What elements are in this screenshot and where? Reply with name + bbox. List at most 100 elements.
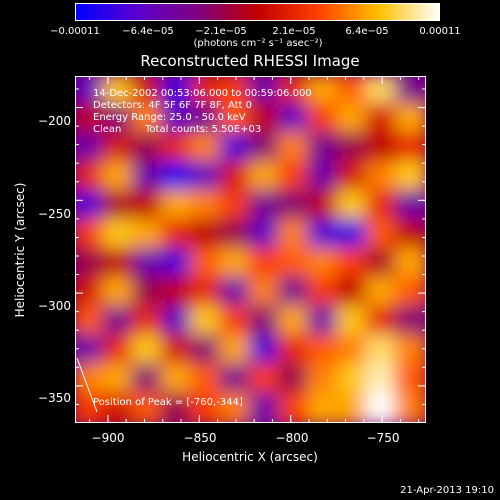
colorbar-tick-label: 2.1e−05 bbox=[272, 26, 315, 37]
heatmap-cell bbox=[307, 76, 340, 107]
heatmap-cell bbox=[190, 305, 223, 338]
x-axis-label: Heliocentric X (arcsec) bbox=[182, 450, 318, 464]
heatmap-cell bbox=[219, 190, 252, 223]
heatmap-cell bbox=[132, 132, 165, 165]
heatmap-cell bbox=[395, 334, 426, 367]
heatmap-cell bbox=[102, 219, 135, 252]
heatmap-cell bbox=[190, 219, 223, 252]
heatmap-cell bbox=[219, 363, 252, 396]
annotation-time-range: 14-Dec-2002 00:53:06.000 to 00:59:06.000 bbox=[93, 88, 312, 99]
annotation-energy-range: Energy Range: 25.0 - 50.0 keV bbox=[93, 112, 246, 123]
heatmap-cell bbox=[278, 392, 311, 423]
heatmap-cell bbox=[307, 276, 340, 309]
heatmap-cell bbox=[102, 248, 135, 281]
heatmap-cell bbox=[278, 103, 311, 136]
heatmap-cell bbox=[366, 305, 399, 338]
heatmap-cell bbox=[190, 248, 223, 281]
heatmap-cell bbox=[249, 248, 282, 281]
heatmap-cell bbox=[307, 363, 340, 396]
heatmap-cell bbox=[132, 190, 165, 223]
heatmap-cell bbox=[307, 103, 340, 136]
heatmap-cell bbox=[278, 276, 311, 309]
x-tick-label: −900 bbox=[92, 431, 125, 445]
heatmap-cell bbox=[278, 363, 311, 396]
heatmap-cell bbox=[366, 161, 399, 194]
heatmap-cell bbox=[190, 276, 223, 309]
heatmap-cell bbox=[366, 248, 399, 281]
heatmap-cell bbox=[219, 219, 252, 252]
heatmap-cell bbox=[249, 392, 282, 423]
heatmap-cell bbox=[395, 219, 426, 252]
heatmap-cell bbox=[219, 132, 252, 165]
heatmap-cell bbox=[219, 276, 252, 309]
heatmap-cell bbox=[75, 190, 106, 223]
heatmap-cell bbox=[307, 392, 340, 423]
heatmap-cell bbox=[249, 219, 282, 252]
heatmap-cell bbox=[366, 219, 399, 252]
heatmap-cell bbox=[219, 334, 252, 367]
heatmap-cell bbox=[307, 161, 340, 194]
heatmap-cell bbox=[249, 132, 282, 165]
heatmap-cell bbox=[336, 103, 369, 136]
colorbar-tick-label: −6.4e−05 bbox=[122, 26, 174, 37]
heatmap-cell bbox=[278, 219, 311, 252]
heatmap-cell bbox=[219, 248, 252, 281]
heatmap-cell bbox=[102, 190, 135, 223]
colorbar-units: (photons cm⁻² s⁻¹ asec⁻²) bbox=[193, 38, 322, 49]
heatmap-cell bbox=[249, 276, 282, 309]
heatmap-cell bbox=[336, 392, 369, 423]
heatmap-cell bbox=[307, 334, 340, 367]
heatmap-cell bbox=[75, 334, 106, 367]
heatmap-cell bbox=[161, 248, 194, 281]
heatmap-cell bbox=[161, 334, 194, 367]
heatmap-cell bbox=[161, 305, 194, 338]
heatmap-cell bbox=[132, 305, 165, 338]
heatmap-cell bbox=[75, 248, 106, 281]
annotation-detectors: Detectors: 4F 5F 6F 7F 8F, Att 0 bbox=[93, 100, 252, 111]
heatmap-cell bbox=[249, 334, 282, 367]
heatmap-cell bbox=[395, 248, 426, 281]
heatmap-cell bbox=[132, 161, 165, 194]
y-axis-label: Heliocentric Y (arcsec) bbox=[13, 183, 27, 318]
heatmap-cell bbox=[366, 132, 399, 165]
heatmap-cell bbox=[75, 132, 106, 165]
heatmap-cell bbox=[75, 305, 106, 338]
heatmap-cell bbox=[102, 161, 135, 194]
heatmap-cell bbox=[249, 305, 282, 338]
heatmap-cell bbox=[161, 276, 194, 309]
y-tick-label: −350 bbox=[29, 391, 71, 405]
colorbar-tick-label: 0.00011 bbox=[419, 26, 460, 37]
heatmap-cell bbox=[336, 190, 369, 223]
heatmap-cell bbox=[219, 161, 252, 194]
colorbar-tick-label: −2.1e−05 bbox=[195, 26, 247, 37]
heatmap-cell bbox=[307, 219, 340, 252]
heatmap-cell bbox=[336, 219, 369, 252]
heatmap-cell bbox=[395, 363, 426, 396]
heatmap-cell bbox=[336, 305, 369, 338]
heatmap-cell bbox=[278, 161, 311, 194]
heatmap-cell bbox=[132, 219, 165, 252]
heatmap-cell bbox=[102, 132, 135, 165]
heatmap-cell bbox=[190, 334, 223, 367]
heatmap-cell bbox=[161, 363, 194, 396]
heatmap-cell bbox=[307, 132, 340, 165]
annotation-peak-position: Position of Peak = [-760,-344] bbox=[93, 397, 243, 408]
heatmap-cell bbox=[336, 276, 369, 309]
heatmap-cell bbox=[249, 363, 282, 396]
heatmap-cell bbox=[395, 305, 426, 338]
heatmap-cell bbox=[161, 161, 194, 194]
heatmap-cell bbox=[366, 103, 399, 136]
y-tick-label: −250 bbox=[29, 207, 71, 221]
heatmap-cell bbox=[75, 219, 106, 252]
x-tick-label: −750 bbox=[367, 431, 400, 445]
heatmap-cell bbox=[336, 248, 369, 281]
footer-timestamp: 21-Apr-2013 19:10 bbox=[400, 485, 494, 496]
heatmap-cell bbox=[249, 161, 282, 194]
heatmap-cell bbox=[132, 276, 165, 309]
heatmap-cell bbox=[249, 190, 282, 223]
annotation-clean: Clean bbox=[93, 124, 121, 135]
heatmap-cell bbox=[75, 363, 106, 396]
colorbar-tick-label: 6.4e−05 bbox=[345, 26, 388, 37]
heatmap-cell bbox=[278, 248, 311, 281]
heatmap-cell bbox=[278, 132, 311, 165]
